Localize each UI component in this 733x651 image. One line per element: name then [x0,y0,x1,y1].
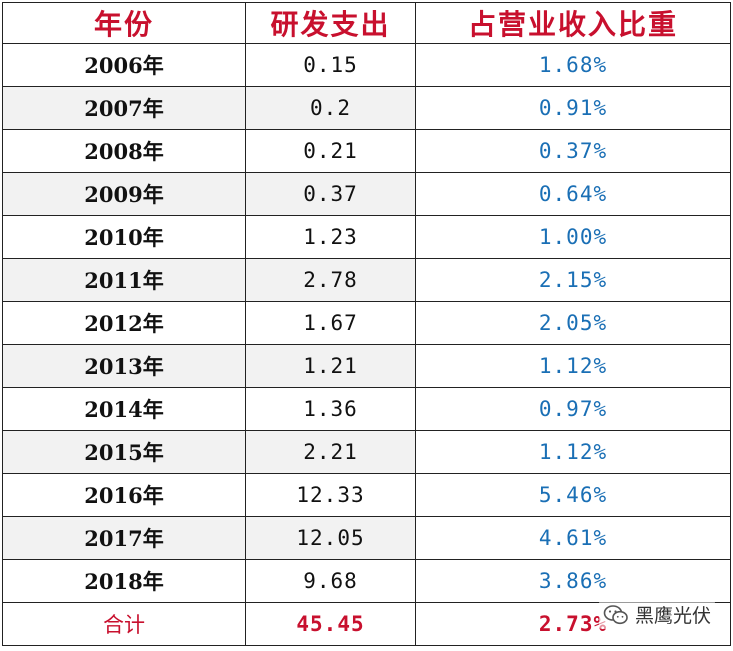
year-cell: 2008年 [2,129,246,173]
total-rd-cell: 45.45 [245,602,416,646]
table-row: 2009年 0.37 0.64% [2,172,731,216]
revenue-ratio-cell: 3.86% [415,559,731,603]
rd-expense-cell: 2.78 [245,258,416,302]
total-label-cell: 合计 [2,602,246,646]
header-rd-expense: 研发支出 [245,2,416,44]
rd-expense-cell: 1.67 [245,301,416,345]
revenue-ratio-cell: 2.15% [415,258,731,302]
table-row: 2014年 1.36 0.97% [2,387,731,431]
rd-expense-cell: 0.21 [245,129,416,173]
year-cell: 2010年 [2,215,246,259]
table-body: 2006年 0.15 1.68% 2007年 0.2 0.91% 2008年 0.21 0.37… [2,43,731,646]
year-cell: 2017年 [2,516,246,560]
rd-expense-cell: 1.23 [245,215,416,259]
table-row: 2010年 1.23 1.00% [2,215,731,259]
rd-expense-cell: 2.21 [245,430,416,474]
watermark-text: 黑鹰光伏 [634,605,711,627]
table-row: 2013年 1.21 1.12% [2,344,731,388]
table-row: 2011年 2.78 2.15% [2,258,731,302]
year-cell: 2007年 [2,86,246,130]
table-row: 2015年 2.21 1.12% [2,430,731,474]
revenue-ratio-cell: 4.61% [415,516,731,560]
header-year: 年份 [2,2,246,44]
rd-expense-cell: 12.05 [245,516,416,560]
revenue-ratio-cell: 0.64% [415,172,731,216]
header-revenue-ratio: 占营业收入比重 [415,2,731,44]
year-cell: 2018年 [2,559,246,603]
year-cell: 2013年 [2,344,246,388]
year-cell: 2012年 [2,301,246,345]
rd-expense-cell: 1.36 [245,387,416,431]
revenue-ratio-cell: 1.00% [415,215,731,259]
table-row: 2007年 0.2 0.91% [2,86,731,130]
revenue-ratio-cell: 0.97% [415,387,731,431]
revenue-ratio-cell: 0.37% [415,129,731,173]
year-cell: 2006年 [2,43,246,87]
watermark: 黑鹰光伏 [598,600,715,629]
year-cell: 2009年 [2,172,246,216]
year-cell: 2014年 [2,387,246,431]
year-cell: 2015年 [2,430,246,474]
table-row: 2017年 12.05 4.61% [2,516,731,560]
year-cell: 2011年 [2,258,246,302]
table-row: 2008年 0.21 0.37% [2,129,731,173]
rd-expense-cell: 12.33 [245,473,416,517]
table-row: 2012年 1.67 2.05% [2,301,731,345]
wechat-icon [603,604,628,624]
header-row: 年份 研发支出 占营业收入比重 [2,2,731,44]
revenue-ratio-cell: 1.68% [415,43,731,87]
revenue-ratio-cell: 1.12% [415,430,731,474]
year-cell: 2016年 [2,473,246,517]
rd-expense-cell: 9.68 [245,559,416,603]
rd-expense-cell: 1.21 [245,344,416,388]
rd-expense-cell: 0.37 [245,172,416,216]
revenue-ratio-cell: 0.91% [415,86,731,130]
table-row: 2018年 9.68 3.86% [2,559,731,603]
table-row: 2006年 0.15 1.68% [2,43,731,87]
rd-expense-cell: 0.2 [245,86,416,130]
revenue-ratio-cell: 5.46% [415,473,731,517]
table-row: 2016年 12.33 5.46% [2,473,731,517]
revenue-ratio-cell: 2.05% [415,301,731,345]
revenue-ratio-cell: 1.12% [415,344,731,388]
rd-expense-cell: 0.15 [245,43,416,87]
